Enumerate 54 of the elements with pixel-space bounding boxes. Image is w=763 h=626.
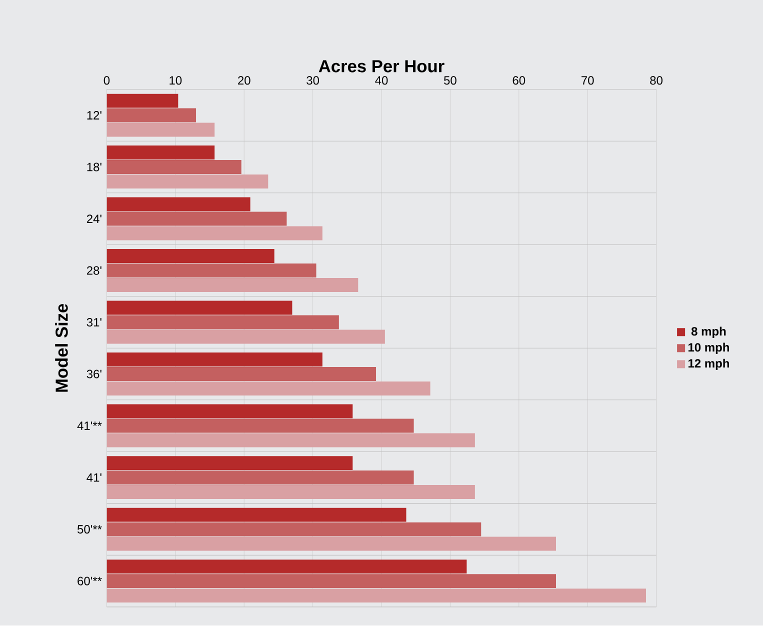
y-tick-label: 41' (86, 474, 102, 482)
bar (106, 418, 414, 433)
x-tick-label: 70 (582, 76, 594, 85)
bar (106, 574, 556, 588)
y-tick-label: 60'** (78, 576, 102, 586)
bar (106, 264, 316, 278)
bar (106, 560, 467, 574)
bar (106, 456, 353, 470)
bar (106, 122, 215, 137)
x-tick-label: 40 (375, 76, 388, 85)
bar (106, 485, 475, 500)
x-axis-title: Acres Per Hour (318, 60, 444, 73)
bar (106, 94, 178, 108)
y-tick-label: 28' (86, 266, 102, 275)
y-axis-title: Model Size (55, 304, 68, 392)
x-tick-label: 20 (238, 76, 250, 85)
y-tick-label: 12' (87, 111, 102, 120)
y-tick-label: 31' (86, 318, 102, 327)
bar (106, 300, 292, 315)
x-tick-label: 60 (512, 76, 526, 85)
legend-label: 8 mph (691, 326, 726, 338)
bar (106, 382, 430, 396)
bar (106, 352, 322, 367)
bar (106, 212, 287, 226)
bar (106, 108, 196, 122)
y-tick-label: 36' (86, 370, 102, 378)
bar (106, 404, 353, 418)
bar (106, 330, 385, 344)
bar (106, 470, 414, 485)
bar (106, 433, 475, 448)
y-tick-label: 41'** (77, 422, 102, 430)
bar (106, 226, 322, 240)
x-tick-label: 30 (306, 76, 320, 85)
legend-label: 12 mph (688, 359, 729, 370)
bar (106, 315, 339, 330)
x-tick-label: 0 (104, 76, 110, 85)
bar (106, 367, 376, 382)
x-tick-label: 80 (650, 76, 663, 85)
y-tick-label: 24' (86, 214, 102, 224)
y-tick-label: 18' (87, 162, 102, 172)
bar (106, 522, 482, 536)
bar (106, 537, 556, 551)
x-tick-label: 50 (444, 76, 456, 85)
bar (106, 278, 358, 292)
bar (106, 197, 250, 212)
y-tick-label: 50'** (77, 525, 102, 534)
bar (106, 160, 242, 174)
bar (106, 249, 274, 264)
x-tick-label: 10 (170, 76, 182, 85)
bar (106, 146, 215, 160)
legend-label: 10 mph (688, 342, 729, 354)
bar (106, 588, 646, 603)
bar (106, 174, 268, 189)
bar (106, 508, 406, 522)
